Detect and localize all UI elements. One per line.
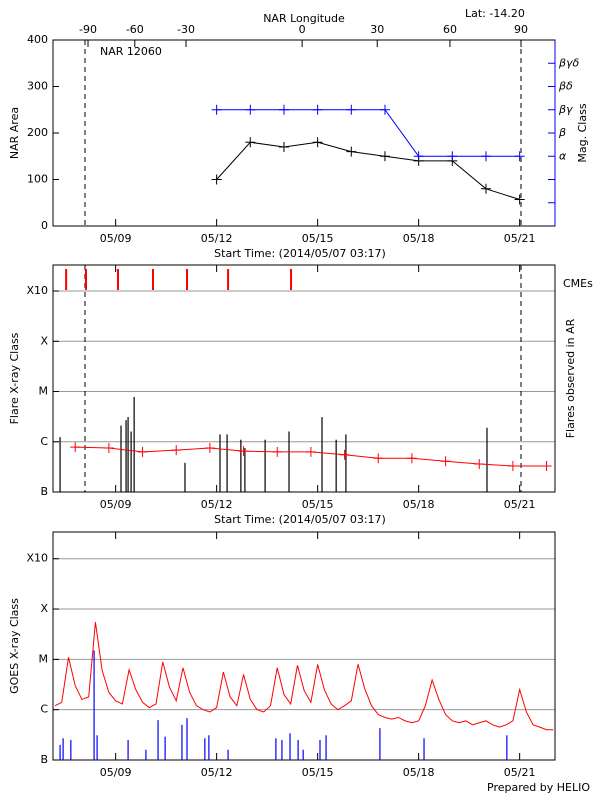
- plus-marker: [514, 194, 525, 205]
- plus-marker: [103, 443, 114, 454]
- x2-tick-label: 60: [443, 23, 457, 36]
- y-axis-label: NAR Area: [8, 107, 21, 159]
- panel-title: NAR 12060: [100, 45, 162, 58]
- plus-marker: [541, 460, 552, 471]
- x-tick-label: 05/09: [100, 232, 132, 245]
- plus-marker: [272, 446, 283, 457]
- x-tick-label: 05/12: [201, 232, 233, 245]
- x-tick-label: 05/15: [302, 232, 334, 245]
- y-tick-label: C: [40, 435, 48, 448]
- plus-marker: [379, 104, 390, 115]
- x-tick-label: 05/18: [403, 766, 435, 779]
- x-tick-label: 05/12: [201, 498, 233, 511]
- y-tick-label: X10: [26, 284, 48, 297]
- plus-marker: [305, 446, 316, 457]
- plot-frame: [52, 531, 556, 761]
- y-tick-label: 300: [27, 80, 48, 93]
- y-tick-label: B: [40, 485, 48, 498]
- y-axis-label: GOES X-ray Class: [8, 598, 21, 694]
- y-tick-label: M: [39, 385, 49, 398]
- plus-marker: [447, 151, 458, 162]
- latitude-label: Lat: -14.20: [465, 7, 525, 20]
- plus-marker: [474, 459, 485, 470]
- y-tick-label: 400: [27, 33, 48, 46]
- series-line: [216, 109, 520, 157]
- plot-frame: [52, 264, 556, 493]
- y-tick-label: B: [40, 753, 48, 766]
- plus-marker: [480, 183, 491, 194]
- plus-marker: [312, 137, 323, 148]
- plus-marker: [278, 104, 289, 115]
- legend-label: CMEs: [563, 277, 593, 290]
- y2-tick-label: βγδ: [558, 56, 580, 69]
- x-axis-label: Start Time: (2014/05/07 03:17): [214, 513, 386, 526]
- y2-tick-label: β: [558, 126, 566, 139]
- x-tick-label: 05/18: [403, 498, 435, 511]
- x-tick-label: 05/15: [302, 766, 334, 779]
- plus-marker: [440, 456, 451, 467]
- plus-marker: [507, 460, 518, 471]
- plus-marker: [238, 446, 249, 457]
- plus-marker: [245, 104, 256, 115]
- x2-tick-label: -90: [79, 23, 97, 36]
- x2-tick-label: 0: [299, 23, 306, 36]
- x2-tick-label: -60: [126, 23, 144, 36]
- y2-tick-label: α: [559, 149, 567, 162]
- y-tick-label: X10: [26, 552, 48, 565]
- x-tick-label: 05/18: [403, 232, 435, 245]
- y-tick-label: 200: [27, 126, 48, 139]
- plus-marker: [211, 174, 222, 185]
- plus-marker: [171, 445, 182, 456]
- plus-marker: [278, 141, 289, 152]
- plus-marker: [137, 446, 148, 457]
- plus-marker: [514, 151, 525, 162]
- y-tick-label: C: [40, 703, 48, 716]
- plus-marker: [373, 453, 384, 464]
- footer: Prepared by HELIO: [487, 781, 590, 794]
- x-tick-label: 05/15: [302, 498, 334, 511]
- y-tick-label: M: [39, 652, 49, 665]
- x-axis-label: Start Time: (2014/05/07 03:17): [214, 247, 386, 260]
- plus-marker: [346, 104, 357, 115]
- y2-tick-label: βγ: [558, 103, 573, 116]
- y-tick-label: X: [40, 602, 48, 615]
- x-tick-label: 05/21: [504, 498, 536, 511]
- x-tick-label: 05/09: [100, 498, 132, 511]
- x-tick-label: 05/09: [100, 766, 132, 779]
- y2-tick-label: βδ: [558, 80, 573, 93]
- y-axis-label: Flare X-ray Class: [8, 332, 21, 424]
- plus-marker: [413, 151, 424, 162]
- plus-marker: [379, 151, 390, 162]
- plus-marker: [339, 449, 350, 460]
- plus-marker: [245, 137, 256, 148]
- series-line: [216, 141, 520, 200]
- x2-axis-label: NAR Longitude: [263, 12, 345, 25]
- plus-marker: [406, 453, 417, 464]
- y-tick-label: X: [40, 334, 48, 347]
- y2-axis-label: Mag. Class: [576, 103, 589, 162]
- y2-axis-label: Flares observed in AR: [564, 318, 577, 438]
- x2-tick-label: -30: [177, 23, 195, 36]
- y-tick-label: 100: [27, 173, 48, 186]
- x2-tick-label: 90: [514, 23, 528, 36]
- x-tick-label: 05/21: [504, 766, 536, 779]
- y-tick-label: 0: [41, 219, 48, 232]
- plus-marker: [312, 104, 323, 115]
- x-tick-label: 05/12: [201, 766, 233, 779]
- plus-marker: [346, 146, 357, 157]
- plus-marker: [211, 104, 222, 115]
- plus-marker: [70, 442, 81, 453]
- plus-marker: [480, 151, 491, 162]
- x-tick-label: 05/21: [504, 232, 536, 245]
- series-line: [54, 622, 554, 731]
- plus-marker: [204, 443, 215, 454]
- x2-tick-label: 30: [370, 23, 384, 36]
